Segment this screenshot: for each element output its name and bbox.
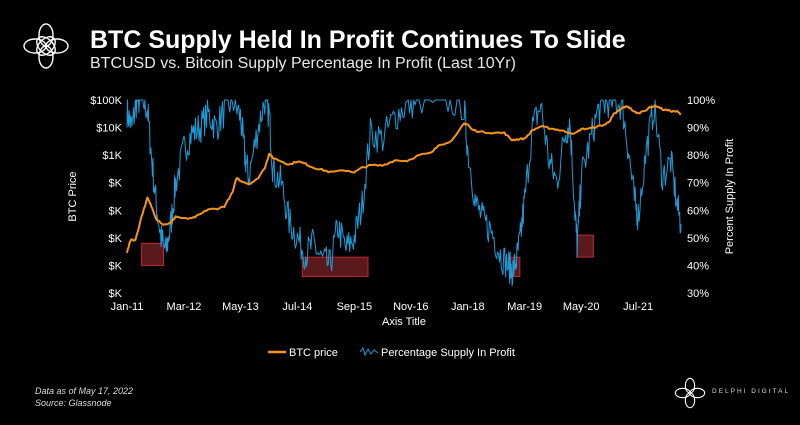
x-tick-7: Jan-18 <box>451 301 485 313</box>
x-tick-5: Sep-15 <box>337 301 372 313</box>
y-right-tick-2: 90% <box>687 123 709 135</box>
btc-price-line <box>126 104 682 254</box>
y-right-tick-1: 100% <box>687 95 715 107</box>
delphi-logo-icon <box>23 23 69 69</box>
x-tick-4: Jul-14 <box>282 301 312 313</box>
y-right-axis-label: Percent Supply In Profit <box>724 139 736 255</box>
highlight-box-1 <box>141 242 165 266</box>
supply-in-profit-line <box>126 99 682 287</box>
y-right-tick-6: 50% <box>687 233 709 245</box>
x-tick-2: Mar-12 <box>167 301 202 313</box>
y-left-tick-2: $10K <box>96 123 122 135</box>
y-right-tick-7: 40% <box>687 260 709 272</box>
y-right-tick-8: 30% <box>687 288 709 300</box>
source-note: Source: Glassnode <box>35 398 112 408</box>
y-left-tick-4: $K <box>109 178 123 190</box>
x-tick-1: Jan-11 <box>111 301 144 313</box>
x-tick-3: May-13 <box>222 301 259 313</box>
y-left-tick-3: $1K <box>102 150 122 162</box>
x-tick-6: Nov-16 <box>393 301 428 313</box>
chart-title: BTC Supply Held In Profit Continues To S… <box>90 26 626 54</box>
legend-btc-price-label: BTC price <box>289 347 338 359</box>
x-tick-9: May-20 <box>563 301 600 313</box>
y-left-tick-1: $100K <box>90 95 122 107</box>
data-date-note: Data as of May 17, 2022 <box>35 386 134 396</box>
delphi-digital-logo-icon <box>674 377 706 409</box>
legend-supply-swatch <box>359 346 379 357</box>
highlight-box-4 <box>576 234 594 258</box>
y-left-axis-label: BTC Price <box>67 171 79 221</box>
brand-name: DELPHI DIGITAL <box>712 388 791 395</box>
highlight-box-2 <box>301 256 369 277</box>
x-tick-8: Mar-19 <box>507 301 542 313</box>
y-left-tick-7: $K <box>109 260 123 272</box>
legend-supply-label: Percentage Supply In Profit <box>381 347 515 359</box>
chart-subtitle: BTCUSD vs. Bitcoin Supply Percentage In … <box>90 55 516 72</box>
y-right-tick-4: 70% <box>687 178 709 190</box>
y-left-tick-5: $K <box>109 205 123 217</box>
y-left-tick-6: $K <box>109 233 123 245</box>
y-right-tick-5: 60% <box>687 205 709 217</box>
x-tick-10: Jul-21 <box>623 301 653 313</box>
y-right-tick-3: 80% <box>687 150 709 162</box>
x-axis-label: Axis Title <box>382 316 426 328</box>
y-left-tick-8: $K <box>109 288 123 300</box>
